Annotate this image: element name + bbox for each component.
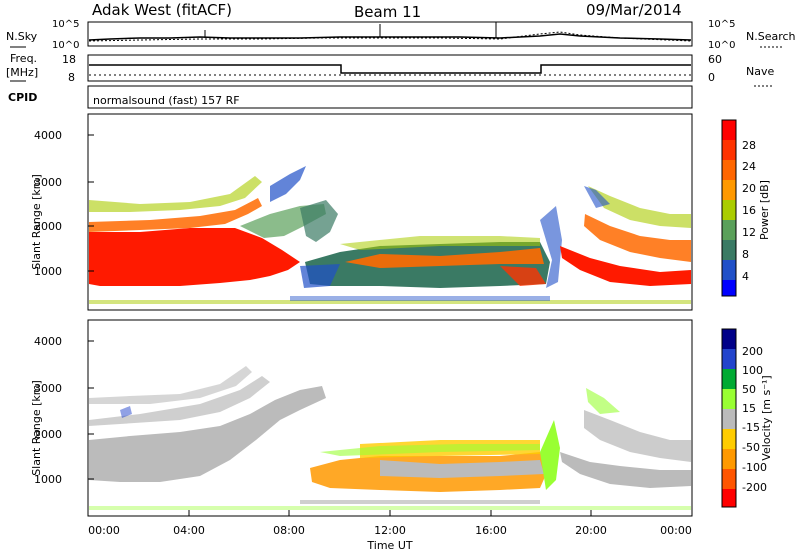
date-title: 09/Mar/2014 <box>586 1 682 19</box>
velocity-ylabel: Slant Range [km] <box>30 380 43 476</box>
radar-title: Adak West (fitACF) <box>92 1 232 19</box>
power-y-tick-1000: 1000 <box>34 265 62 278</box>
power-y-tick-3000: 3000 <box>34 176 62 189</box>
velocity-y-tick-4000: 4000 <box>34 335 62 348</box>
x-axis-label: Time UT <box>366 539 412 552</box>
velocity-y-ticks-marks <box>88 340 94 480</box>
cpid-label: CPID <box>8 91 37 104</box>
x-tick-2400: 00:00 <box>660 524 692 537</box>
noise-sky-line <box>88 33 692 41</box>
freq-left-tick-top: 18 <box>62 53 76 66</box>
freq-label-line2: [MHz] <box>6 66 38 79</box>
velocity-colorbar <box>721 328 737 508</box>
power-y-tick-4000: 4000 <box>34 129 62 142</box>
x-tick-1600: 16:00 <box>475 524 507 537</box>
velocity-y-tick-1000: 1000 <box>34 473 62 486</box>
power-ylabel: Slant Range [km] <box>30 174 43 270</box>
noise-left-tick-bottom: 10^0 <box>52 40 79 51</box>
velocity-y-tick-2000: 2000 <box>34 428 62 441</box>
freq-line <box>89 64 691 74</box>
freq-label-line1: Freq. <box>10 52 37 65</box>
cpid-text: normalsound (fast) 157 RF <box>93 94 240 107</box>
x-tick-2000: 20:00 <box>575 524 607 537</box>
velocity-cb-tick-100: 100 <box>742 364 763 377</box>
noise-panel: N.Sky 10^5 10^0 10^5 10^0 N.Search <box>6 19 796 51</box>
velocity-panel: 4000 3000 2000 1000 Slant Range [km] 200… <box>30 319 773 517</box>
beam-title: Beam 11 <box>354 3 421 21</box>
velocity-cb-tick-neg200: -200 <box>742 481 767 494</box>
noise-right-tick-top: 10^5 <box>708 19 735 30</box>
x-tick-marks <box>87 510 693 516</box>
velocity-cb-tick-neg100: -100 <box>742 461 767 474</box>
noise-right-tick-bottom: 10^0 <box>708 40 735 51</box>
power-cb-tick-28: 28 <box>742 139 756 152</box>
x-tick-0800: 08:00 <box>273 524 305 537</box>
power-cb-label: Power [dB] <box>758 180 771 240</box>
x-tick-0400: 04:00 <box>173 524 205 537</box>
power-colorbar <box>721 119 737 297</box>
velocity-cb-tick-50: 50 <box>742 383 756 396</box>
power-y-ticks-marks <box>88 134 94 272</box>
velocity-cb-tick-15: 15 <box>742 402 756 415</box>
cpid-panel: CPID normalsound (fast) 157 RF <box>8 85 693 109</box>
noise-left-tick-top: 10^5 <box>52 19 79 30</box>
velocity-cb-label: Velocity [m s⁻¹] <box>760 375 773 460</box>
freq-right-tick-top: 60 <box>708 53 722 66</box>
power-cb-tick-24: 24 <box>742 160 756 173</box>
velocity-data-layer <box>89 366 691 510</box>
x-tick-0000: 00:00 <box>88 524 120 537</box>
power-panel: 4000 3000 2000 1000 Slant Range [km] 28 … <box>30 113 771 311</box>
velocity-cb-tick-neg50: -50 <box>742 441 760 454</box>
power-data-layer <box>89 166 691 304</box>
freq-left-tick-bottom: 8 <box>68 71 75 84</box>
power-y-tick-2000: 2000 <box>34 220 62 233</box>
nave-label: Nave <box>746 65 774 78</box>
freq-panel: Freq. [MHz] 18 8 60 0 Nave <box>6 52 774 87</box>
power-cb-tick-12: 12 <box>742 226 756 239</box>
power-cb-tick-8: 8 <box>742 248 749 261</box>
x-axis: 00:00 04:00 08:00 12:00 16:00 20:00 00:0… <box>87 510 693 552</box>
velocity-y-tick-3000: 3000 <box>34 382 62 395</box>
noise-right-label: N.Search <box>746 30 796 43</box>
power-cb-tick-4: 4 <box>742 270 749 283</box>
noise-left-label: N.Sky <box>6 30 38 43</box>
velocity-cb-tick-neg15: -15 <box>742 421 760 434</box>
velocity-cb-tick-200: 200 <box>742 345 763 358</box>
power-cb-tick-20: 20 <box>742 182 756 195</box>
x-tick-1200: 12:00 <box>374 524 406 537</box>
freq-right-tick-bottom: 0 <box>708 71 715 84</box>
power-cb-tick-16: 16 <box>742 204 756 217</box>
